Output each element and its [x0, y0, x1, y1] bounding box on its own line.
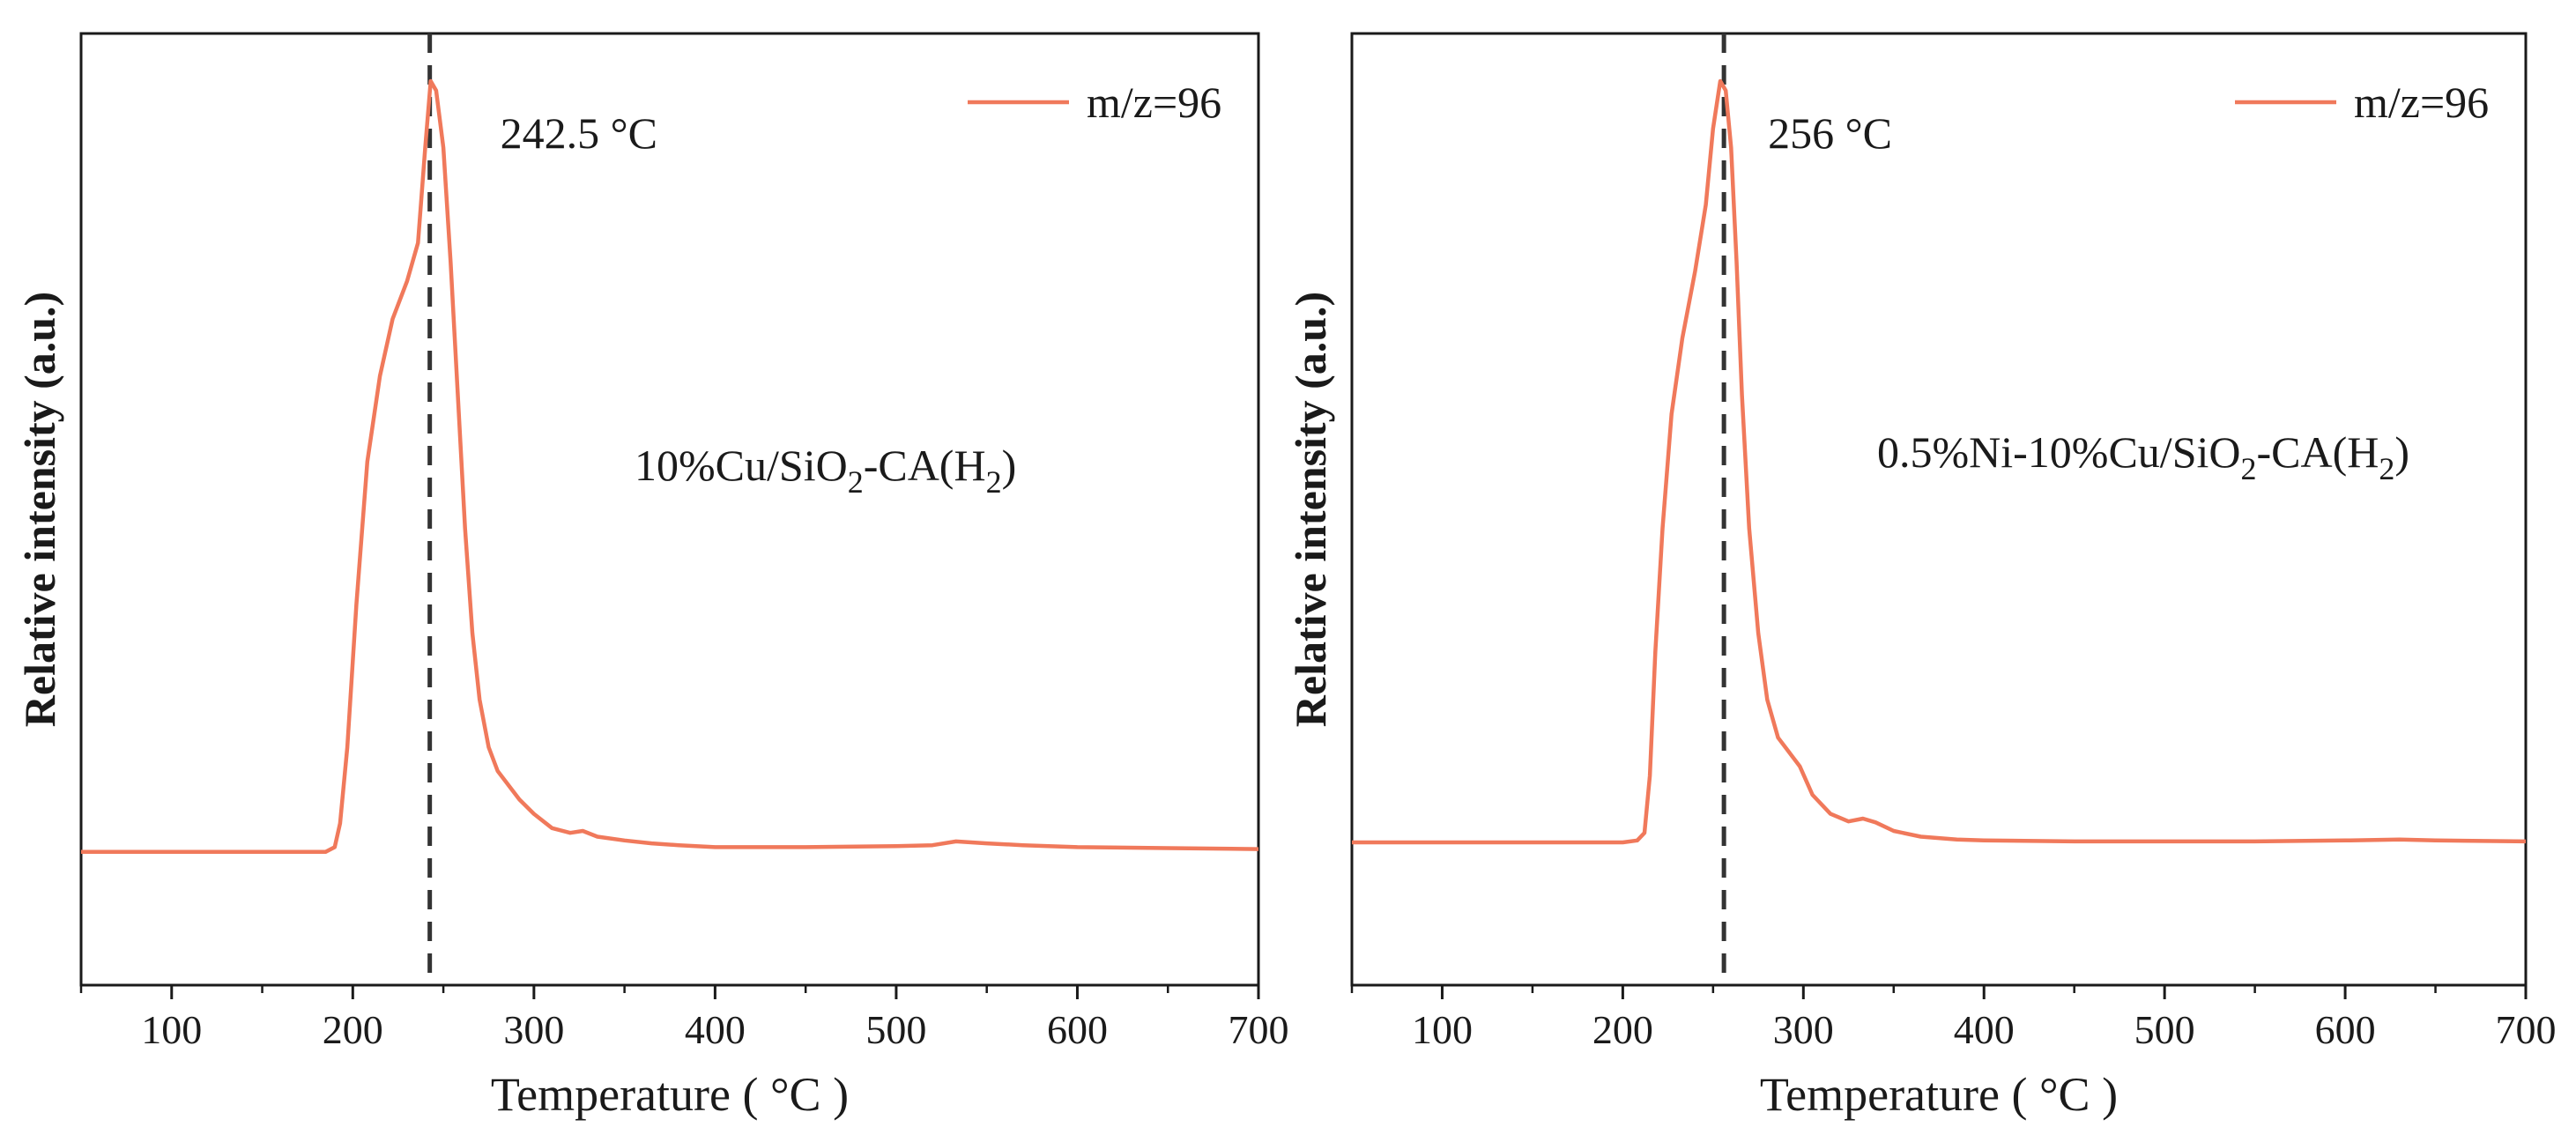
chart-panel-left: 100 200 300 400 500 600 700 Temperature ( °C ) R… — [15, 32, 1289, 1121]
x-tick-label: 700 — [2496, 1007, 2557, 1052]
legend-label: m/z=96 — [2354, 78, 2489, 127]
sample-label-part: ) — [2394, 427, 2409, 477]
sample-label-part: -CA(H — [2257, 427, 2379, 477]
x-tick-label: 600 — [2315, 1007, 2376, 1052]
x-axis-title: Temperature ( °C ) — [491, 1068, 849, 1121]
sample-label: 10%Cu/SiO2-CA(H2) — [635, 441, 1016, 500]
peak-label: 256 °C — [1768, 108, 1892, 158]
series-line-mz96 — [81, 78, 1259, 855]
sample-label-part: -CA(H — [864, 441, 986, 490]
peak-label: 242.5 °C — [501, 108, 657, 158]
x-axis-title: Temperature ( °C ) — [1760, 1068, 2118, 1121]
plot-frame — [1350, 32, 2528, 987]
sample-label-part: ) — [1002, 441, 1017, 490]
sample-label-subscript: 2 — [2241, 451, 2257, 486]
sample-label: 0.5%Ni-10%Cu/SiO2-CA(H2) — [1877, 427, 2409, 486]
y-axis-title: Relative intensity (a.u.) — [1286, 292, 1335, 727]
y-axis-title: Relative intensity (a.u.) — [15, 292, 64, 727]
sample-label-subscript: 2 — [986, 464, 1002, 500]
sample-label-part: 10%Cu/SiO — [635, 441, 848, 490]
x-tick-label: 200 — [323, 1007, 383, 1052]
x-tick-label: 400 — [1954, 1007, 2015, 1052]
sample-label-part: 0.5%Ni-10%Cu/SiO — [1877, 427, 2241, 477]
x-tick-label: 500 — [2134, 1007, 2195, 1052]
x-tick-label: 400 — [685, 1007, 746, 1052]
x-tick-label: 100 — [141, 1007, 202, 1052]
chart-panel-right: 100 200 300 400 500 600 700 Temperature ( °C ) R… — [1286, 32, 2557, 1121]
sample-label-subscript: 2 — [848, 464, 864, 500]
sample-label-subscript: 2 — [2379, 451, 2394, 486]
x-tick-label: 100 — [1412, 1007, 1473, 1052]
x-tick-label: 200 — [1592, 1007, 1653, 1052]
x-tick-label: 700 — [1229, 1007, 1289, 1052]
plot-frame — [79, 32, 1260, 987]
x-tick-label: 300 — [503, 1007, 564, 1052]
legend-label: m/z=96 — [1087, 78, 1221, 127]
x-tick-label: 500 — [865, 1007, 926, 1052]
x-tick-label: 600 — [1047, 1007, 1108, 1052]
series-line-mz96 — [1352, 78, 2527, 845]
x-tick-label: 300 — [1773, 1007, 1834, 1052]
